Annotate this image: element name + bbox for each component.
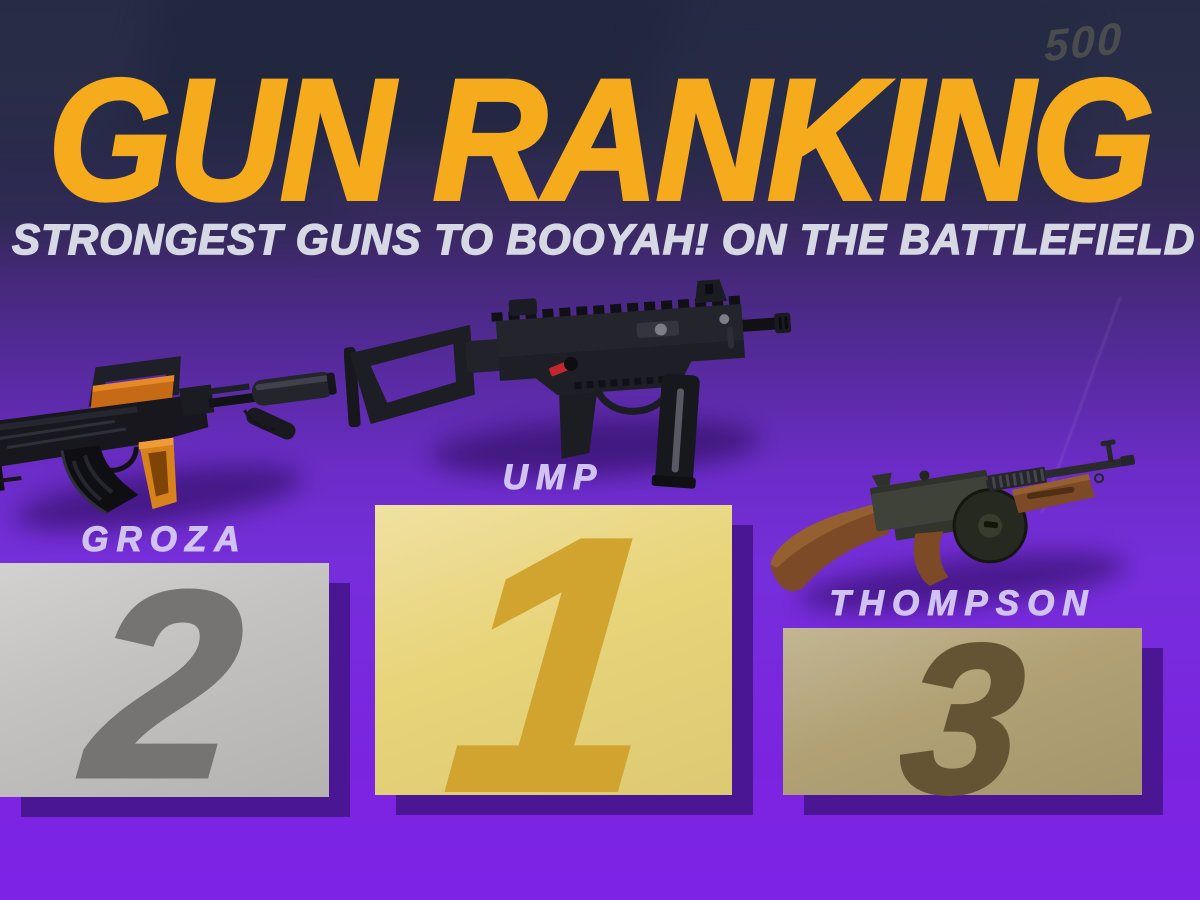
page-title: GUN RANKING [46,44,1156,236]
thompson-gun-image [762,438,1157,603]
podium-box-bronze: 3 [783,598,1142,839]
rank-number-3: 3 [891,598,1034,839]
gun-name-label-ump: UMP [502,458,605,497]
ump-gun-image [344,278,796,498]
gun-name-label-thompson: THOMPSON [829,584,1096,623]
podium-box-silver: 2 [0,535,329,836]
rank-number-2: 2 [75,535,253,836]
page-subtitle: STRONGEST GUNS TO BOOYAH! ON THE BATTLEF… [11,216,1196,264]
rank-number-1: 1 [433,461,674,869]
background-blur-shape [0,120,340,240]
gun-name-label-groza: GROZA [81,520,248,559]
podium-box-gold: 1 [375,461,732,869]
groza-gun-image [0,332,346,524]
